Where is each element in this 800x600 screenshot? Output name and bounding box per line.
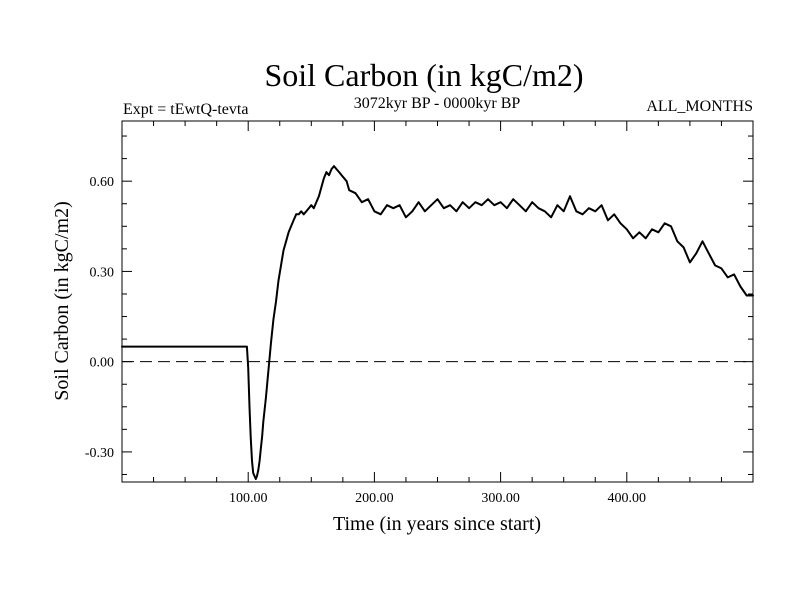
y-tick-label: 0.00 — [90, 356, 115, 371]
experiment-label: Expt = tEwtQ-tevta — [123, 101, 248, 118]
x-tick-label: 200.00 — [355, 491, 394, 506]
y-tick-label: -0.30 — [85, 446, 114, 461]
soil-carbon-series-line — [121, 165, 754, 480]
y-tick-label: 0.30 — [90, 265, 115, 280]
x-tick-label: 100.00 — [229, 491, 268, 506]
plot-frame — [121, 120, 754, 483]
x-axis-label: Time (in years since start) — [333, 513, 541, 535]
axis-ticks — [122, 121, 753, 482]
x-tick-label: 300.00 — [481, 491, 520, 506]
y-tick-label: 0.60 — [90, 175, 115, 190]
time-range-label: 3072kyr BP - 0000kyr BP — [354, 95, 521, 112]
months-label: ALL_MONTHS — [646, 98, 753, 115]
y-axis-label: Soil Carbon (in kgC/m2) — [51, 201, 73, 400]
axis-tick-labels: 100.00 200.00 300.00 400.00 -0.30 0.00 0.30 0.6… — [85, 175, 646, 506]
x-tick-label: 400.00 — [608, 491, 647, 506]
chart-title: Soil Carbon (in kgC/m2) — [264, 57, 583, 93]
